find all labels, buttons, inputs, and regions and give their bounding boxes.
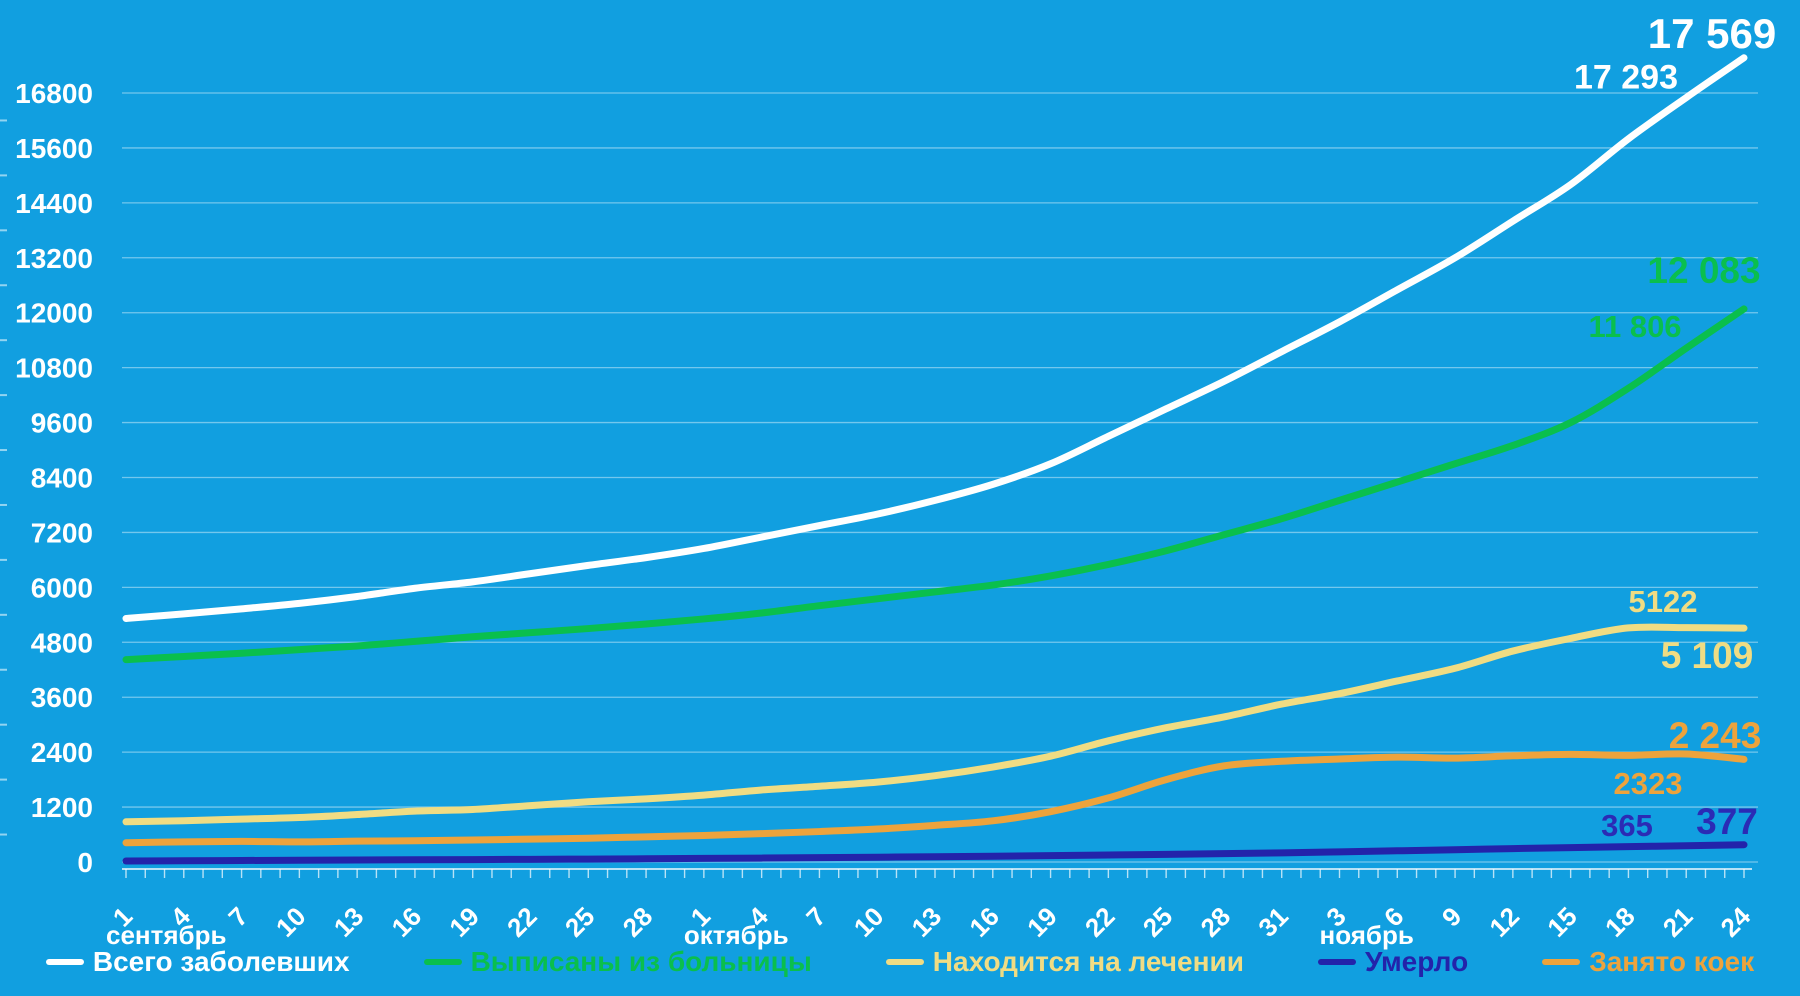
y-axis-label: 9600 — [31, 408, 93, 439]
x-axis-label: 15 — [1541, 901, 1583, 943]
legend-item-beds: Занято коек — [1542, 946, 1754, 978]
x-axis-label: 28 — [617, 901, 659, 943]
x-axis-label: 10 — [848, 901, 890, 943]
y-axis-label: 13200 — [15, 243, 93, 274]
x-axis-label: 13 — [906, 901, 948, 943]
legend-item-discharged: Выписаны из больницы — [423, 946, 812, 978]
x-axis-label: 10 — [270, 901, 312, 943]
series-line-died — [122, 841, 1748, 865]
x-axis-label: 22 — [1079, 901, 1121, 943]
legend-item-died: Умерло — [1317, 946, 1469, 978]
month-label: сентябрь — [106, 920, 226, 950]
legend-item-treating: Находится на лечении — [885, 946, 1244, 978]
x-axis-label: 13 — [328, 901, 370, 943]
month-label: ноябрь — [1320, 920, 1414, 950]
x-axis-label: 28 — [1195, 901, 1237, 943]
x-axis-label: 16 — [963, 901, 1005, 943]
series-line-treating — [122, 623, 1748, 826]
x-axis-label: 31 — [1252, 901, 1294, 943]
y-axis-label: 6000 — [31, 572, 93, 603]
legend-swatch-died-icon — [1317, 959, 1356, 965]
x-axis-label: 19 — [1021, 901, 1063, 943]
y-axis-label: 7200 — [31, 517, 93, 548]
y-axis-label: 10800 — [15, 353, 93, 384]
y-axis-label: 8400 — [31, 463, 93, 494]
y-axis-label: 0 — [77, 847, 93, 878]
x-axis-label: 9 — [1436, 901, 1467, 932]
x-axis-label: 7 — [800, 901, 831, 932]
legend-swatch-beds-icon — [1542, 959, 1581, 965]
legend-label-treating: Находится на лечении — [932, 946, 1244, 977]
x-axis-label: 24 — [1715, 901, 1757, 943]
legend-label-discharged: Выписаны из больницы — [470, 946, 812, 977]
legend-swatch-treating-icon — [885, 959, 924, 965]
x-axis-label: 19 — [443, 901, 485, 943]
x-axis-label: 22 — [501, 901, 543, 943]
x-axis-label: 12 — [1483, 901, 1525, 943]
y-axis-label: 1200 — [31, 792, 93, 823]
legend-swatch-total-icon — [45, 959, 84, 965]
y-axis-label: 2400 — [31, 737, 93, 768]
legend-label-beds: Занято коек — [1589, 946, 1755, 977]
y-axis-label: 3600 — [31, 682, 93, 713]
y-axis-label: 4800 — [31, 627, 93, 658]
x-axis-label: 25 — [1137, 901, 1179, 943]
y-axis-label: 16800 — [15, 78, 93, 109]
legend: Всего заболевших Выписаны из больницы На… — [0, 946, 1800, 978]
y-axis-label: 15600 — [15, 133, 93, 164]
month-label: октябрь — [684, 920, 789, 950]
x-axis-label: 25 — [559, 901, 601, 943]
legend-label-total: Всего заболевших — [92, 946, 350, 977]
y-axis-label: 12000 — [15, 298, 93, 329]
series-line-total — [122, 54, 1748, 622]
x-axis-label: 18 — [1599, 901, 1641, 943]
x-axis-label: 16 — [386, 901, 428, 943]
legend-swatch-discharged-icon — [423, 959, 462, 965]
legend-item-total: Всего заболевших — [45, 946, 350, 978]
x-axis-label: 21 — [1657, 901, 1699, 943]
x-axis-label: 7 — [222, 901, 253, 932]
legend-label-died: Умерло — [1364, 946, 1469, 977]
series-line-beds — [122, 750, 1748, 847]
y-axis-label: 14400 — [15, 188, 93, 219]
series-line-discharged — [122, 305, 1748, 664]
